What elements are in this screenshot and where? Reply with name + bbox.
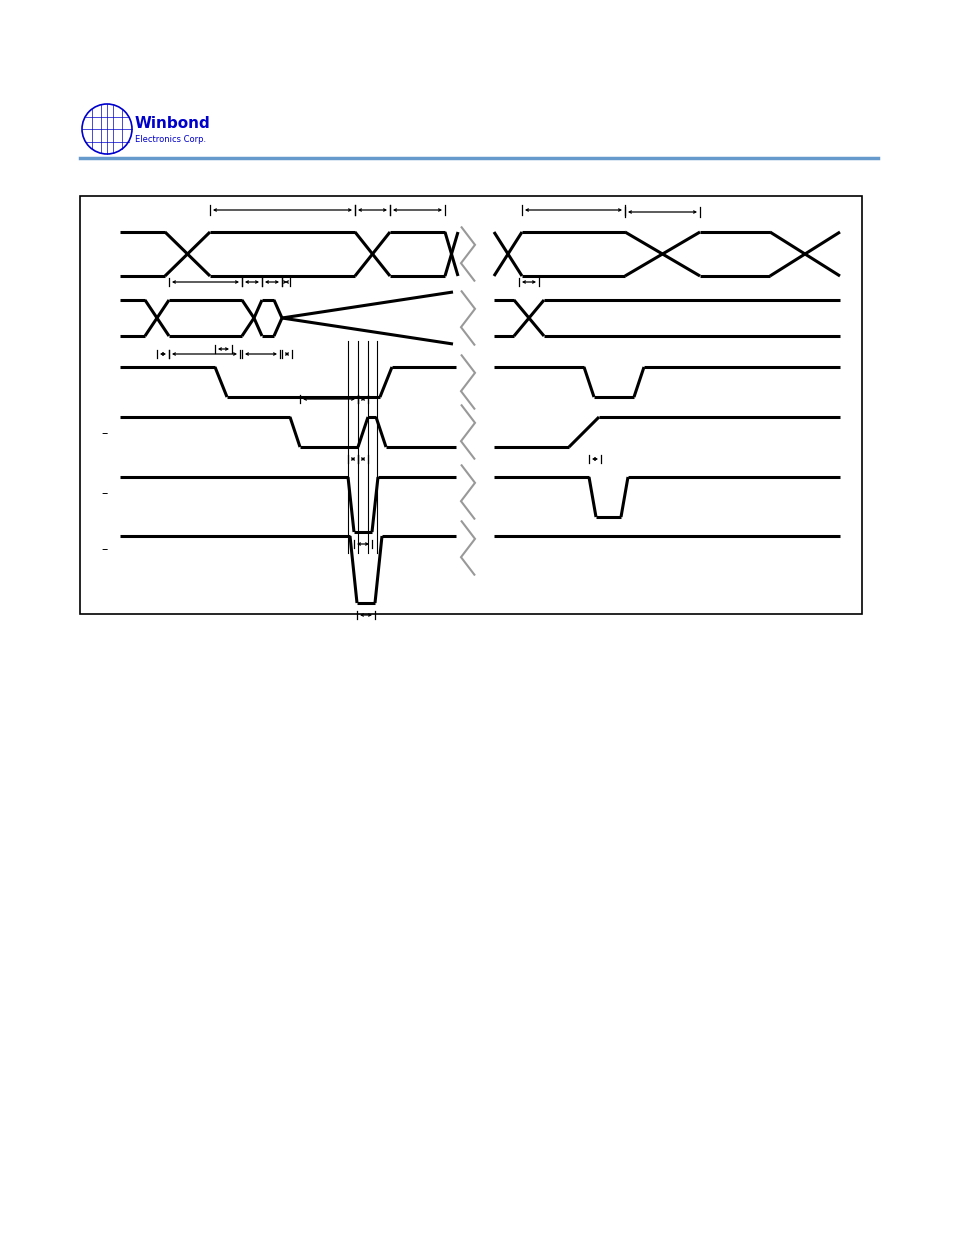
Text: –: –	[102, 543, 108, 557]
Text: –: –	[102, 488, 108, 500]
Bar	[80, 196, 862, 614]
Text: Winbond: Winbond	[135, 116, 211, 131]
Text: Electronics Corp.: Electronics Corp.	[135, 135, 206, 143]
Text: –: –	[102, 427, 108, 441]
